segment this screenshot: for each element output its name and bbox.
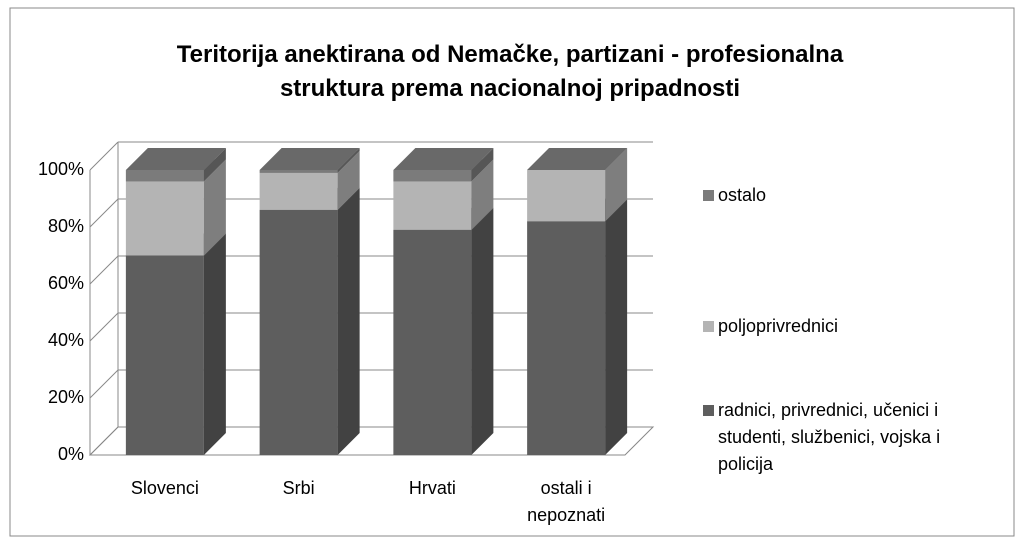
y-tick-label: 100%	[38, 159, 84, 179]
bar-side	[605, 199, 628, 455]
legend-label: radnici, privrednici, učenici i studenti…	[718, 400, 941, 474]
bar-side	[337, 187, 360, 455]
chart-title: Teritorija anektirana od Nemačke, partiz…	[176, 41, 844, 102]
legend-swatch	[703, 405, 714, 416]
grid-line-side	[89, 426, 119, 456]
bar-side	[337, 150, 360, 210]
bar-side	[203, 159, 226, 256]
bar-side	[471, 207, 494, 455]
x-tick-label: Srbi	[282, 478, 315, 498]
grid-line-side	[89, 369, 119, 399]
bar-segment	[259, 170, 338, 173]
bar-top	[259, 148, 360, 170]
bar-top	[125, 148, 226, 170]
grid-line-side	[89, 255, 119, 285]
bar-side	[337, 148, 360, 173]
y-tick-label: 60%	[48, 273, 84, 293]
bar-top	[527, 148, 628, 170]
y-tick-label: 20%	[48, 387, 84, 407]
legend-label: poljoprivrednici	[718, 316, 839, 336]
legend-label: ostalo	[718, 185, 767, 205]
bar-segment	[393, 181, 472, 230]
bar-segment	[393, 170, 472, 182]
bar-segment	[125, 255, 204, 455]
bar-side	[203, 148, 226, 182]
y-tick-label: 80%	[48, 216, 84, 236]
bar-segment	[393, 229, 472, 455]
bar-segment	[259, 172, 338, 210]
legend-swatch	[703, 321, 714, 332]
bar-segment	[527, 221, 606, 455]
bar-segment	[259, 209, 338, 455]
y-tick-label: 0%	[58, 444, 84, 464]
bar-side	[605, 148, 628, 222]
bar-segment	[527, 170, 606, 222]
legend-swatch	[703, 190, 714, 201]
grid-line-side	[89, 141, 119, 171]
y-tick-label: 40%	[48, 330, 84, 350]
bar-segment	[125, 170, 204, 182]
bar-top	[393, 148, 494, 170]
bar-side	[471, 159, 494, 230]
x-tick-label: Slovenci	[130, 478, 199, 498]
bar-segment	[125, 181, 204, 256]
grid-line-side	[89, 198, 119, 228]
bar-side	[203, 233, 226, 455]
bar-side	[471, 148, 494, 182]
x-tick-label: Hrvati	[408, 478, 456, 498]
grid-line-side	[89, 312, 119, 342]
x-tick-label: ostali i nepoznati	[527, 478, 606, 525]
